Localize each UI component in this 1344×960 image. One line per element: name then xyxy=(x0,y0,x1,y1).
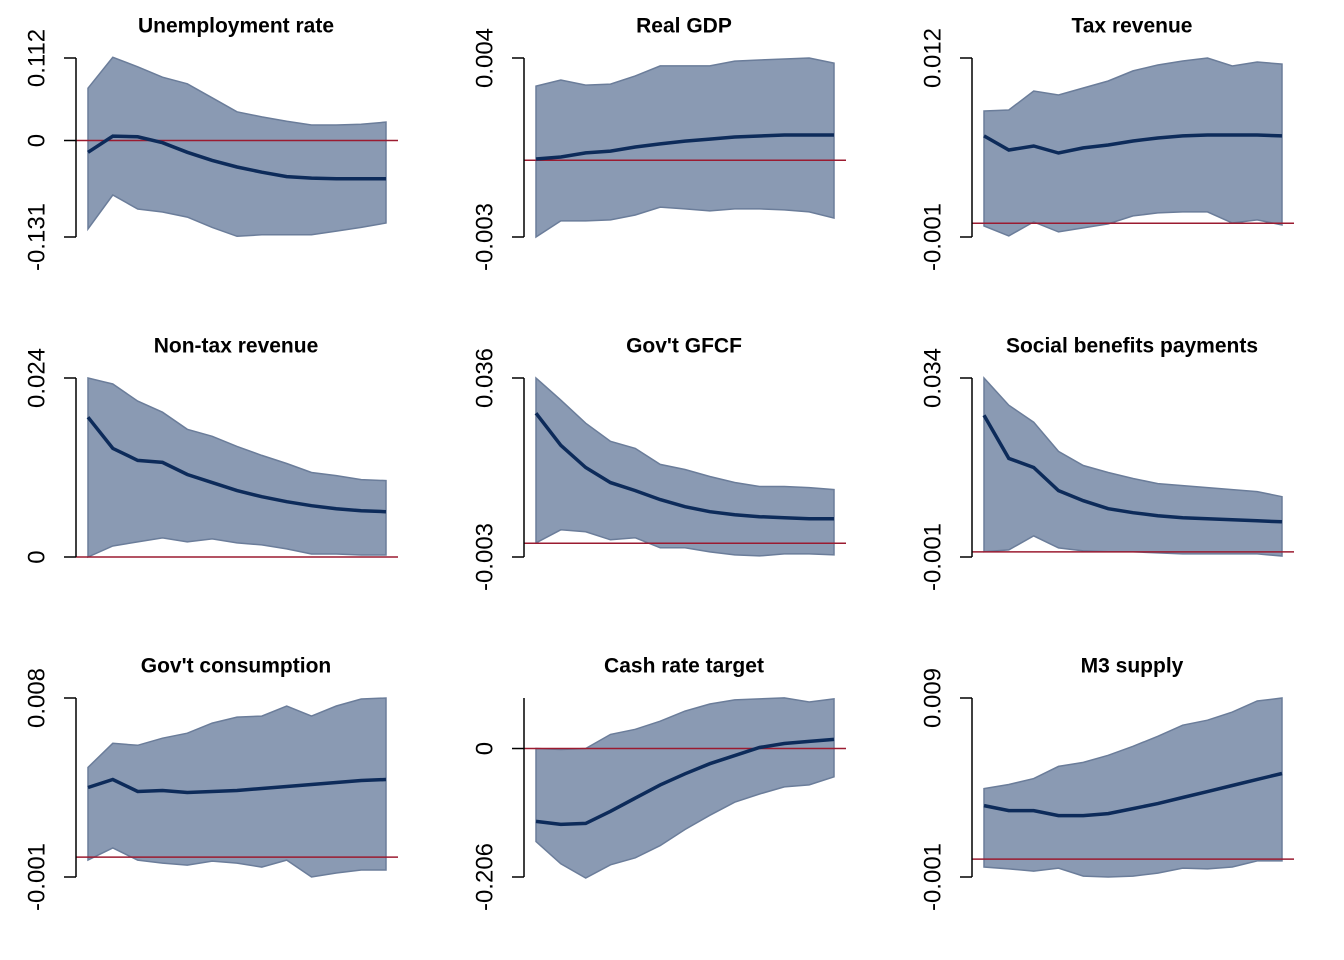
y-tick-label: -0.131 xyxy=(23,203,50,271)
median-line xyxy=(535,133,834,161)
confidence-band xyxy=(87,697,387,878)
y-tick-label: 0.112 xyxy=(23,29,50,87)
y-tick-label: 0.024 xyxy=(23,348,50,408)
y-tick-label: 0.034 xyxy=(919,348,946,408)
y-tick-label: 0.036 xyxy=(471,348,498,408)
confidence-band xyxy=(87,377,387,559)
confidence-band xyxy=(535,697,835,879)
y-tick-label: -0.001 xyxy=(919,523,946,591)
y-tick-label: -0.001 xyxy=(23,843,50,911)
panel: Gov't consumption -0.001 0.008 xyxy=(23,655,398,911)
y-tick-label: 0 xyxy=(23,550,50,563)
median-line xyxy=(982,414,1283,524)
median-line xyxy=(534,412,834,521)
median-line xyxy=(983,133,1283,155)
panel-title: M3 supply xyxy=(1081,655,1184,678)
y-tick-label: -0.001 xyxy=(919,203,946,271)
panel: Unemployment rate -0.131 0 0.112 xyxy=(23,15,398,271)
panel-title: Tax revenue xyxy=(1071,15,1192,38)
median-line xyxy=(535,737,835,827)
median-line xyxy=(87,134,386,181)
y-tick-label: 0.012 xyxy=(919,28,946,88)
confidence-band xyxy=(535,57,835,239)
y-tick-label: 0.008 xyxy=(23,668,50,728)
panel-title: Social benefits payments xyxy=(1006,335,1258,358)
median-line xyxy=(87,777,387,795)
y-tick-label: 0.009 xyxy=(919,668,946,728)
confidence-band xyxy=(983,697,1283,878)
median-line xyxy=(86,416,387,514)
confidence-band xyxy=(87,56,387,238)
panel-title: Gov't GFCF xyxy=(626,335,742,358)
confidence-band xyxy=(983,376,1283,557)
confidence-band xyxy=(983,57,1283,237)
panel: Tax revenue -0.001 0.012 xyxy=(919,15,1294,271)
panel: Cash rate target -0.206 0 xyxy=(471,655,846,911)
y-tick-label: -0.206 xyxy=(471,843,498,911)
panel: Real GDP -0.003 0.004 xyxy=(471,15,846,271)
panel: M3 supply -0.001 0.009 xyxy=(919,655,1294,911)
y-tick-label: -0.003 xyxy=(471,523,498,591)
y-tick-label: 0 xyxy=(23,134,50,147)
panel: Social benefits payments -0.001 0.034 xyxy=(919,335,1294,591)
confidence-band xyxy=(535,376,835,557)
panel-title: Real GDP xyxy=(636,15,732,38)
median-line xyxy=(983,771,1283,818)
panel-title: Unemployment rate xyxy=(138,15,334,38)
panel-title: Gov't consumption xyxy=(141,655,332,678)
panel: Gov't GFCF -0.003 0.036 xyxy=(471,335,846,591)
y-tick-label: -0.001 xyxy=(919,843,946,911)
panel-title: Cash rate target xyxy=(604,655,764,678)
panel-title: Non-tax revenue xyxy=(154,335,319,358)
y-tick-label: 0.004 xyxy=(471,28,498,88)
y-tick-label: -0.003 xyxy=(471,203,498,271)
panel: Non-tax revenue 0 0.024 xyxy=(23,335,398,564)
y-tick-label: 0 xyxy=(471,742,498,755)
